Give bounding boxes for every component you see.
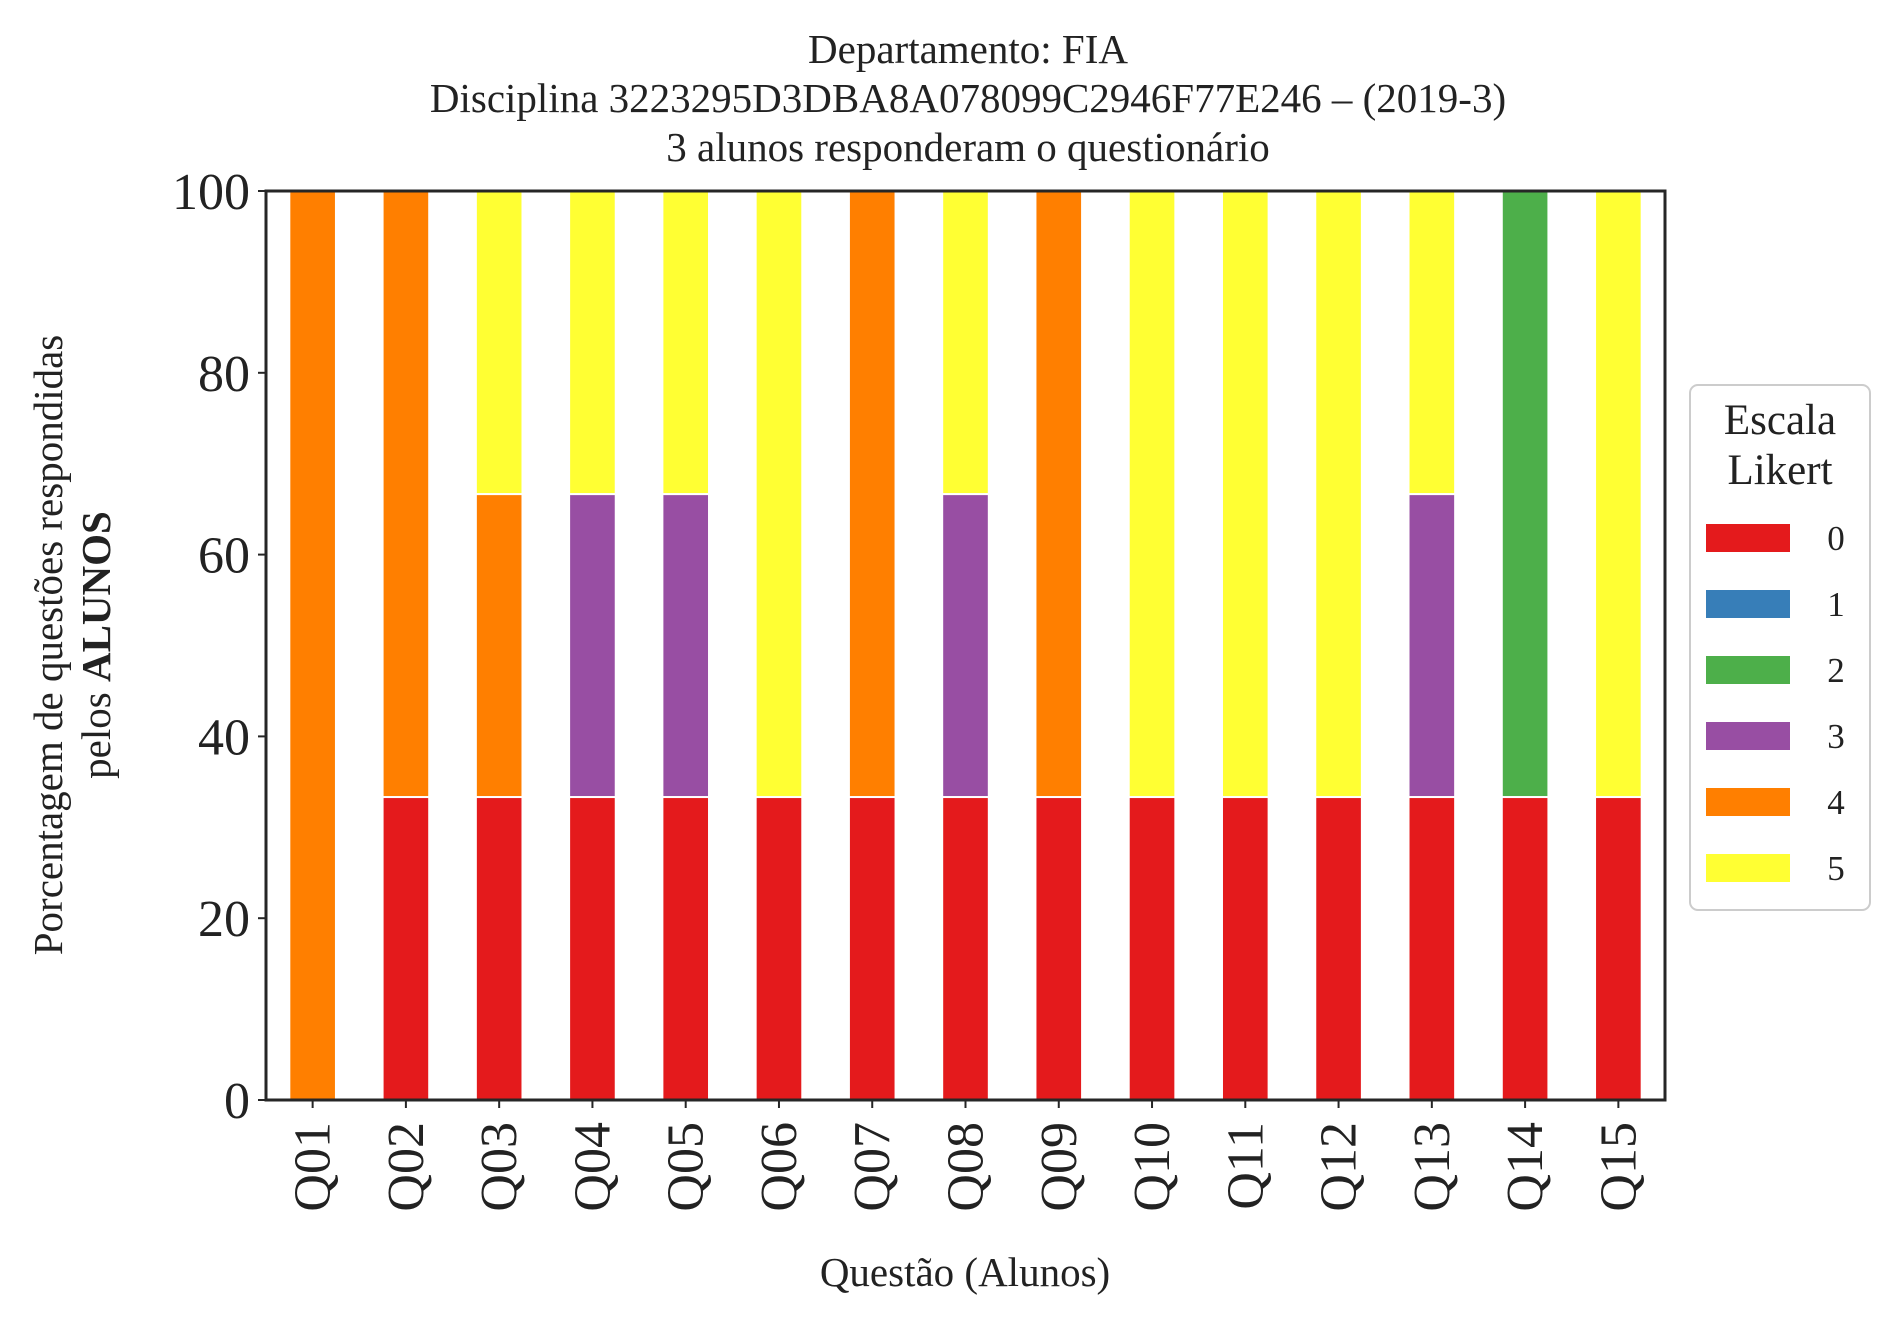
bar-segment-q04-likert-3 <box>568 493 617 799</box>
x-axis-label: Questão (Alunos) <box>820 1249 1110 1295</box>
bar-segment-q11-likert-0 <box>1220 796 1270 1101</box>
legend-label-likert-2: 2 <box>1827 651 1845 690</box>
bar-segment-q14-likert-0 <box>1500 796 1550 1101</box>
bar-segment-q13-likert-5 <box>1407 190 1457 496</box>
x-tick-label: Q06 <box>751 1122 808 1212</box>
bar-segment-q05-likert-5 <box>661 190 711 496</box>
x-tick-label: Q07 <box>844 1122 901 1212</box>
legend-label-likert-4: 4 <box>1827 783 1845 822</box>
bar-segment-q13-likert-0 <box>1407 796 1457 1101</box>
legend-label-likert-5: 5 <box>1827 849 1845 888</box>
y-tick-label: 40 <box>198 709 250 766</box>
bar-segment-q06-likert-5 <box>754 190 804 799</box>
bar-segment-q03-likert-4 <box>474 493 524 799</box>
legend: Escala Likert 0 1 2 3 4 5 <box>1689 384 1871 911</box>
bar-segment-q06-likert-0 <box>754 796 804 1101</box>
legend-label-likert-1: 1 <box>1827 585 1845 624</box>
x-tick-label: Q09 <box>1031 1122 1088 1212</box>
bar-segment-q12-likert-5 <box>1314 190 1363 799</box>
bar-segment-q07-likert-4 <box>847 190 897 799</box>
y-tick-label: 0 <box>224 1073 250 1130</box>
y-axis-label-line-2: pelos ALUNOS <box>73 511 119 779</box>
y-tick-label: 100 <box>172 164 250 221</box>
bar-segment-q12-likert-0 <box>1314 796 1363 1101</box>
x-axis-ticks: Q01 Q02 Q03 Q04 Q05 Q06 Q07 Q08 Q09 Q10 Q11 Q12 Q13 Q… <box>285 1100 1647 1212</box>
x-tick-label: Q14 <box>1497 1122 1554 1212</box>
x-tick-label: Q11 <box>1217 1122 1274 1210</box>
bar-segment-q08-likert-5 <box>941 190 990 496</box>
x-tick-label: Q15 <box>1590 1122 1647 1212</box>
bar-segment-q04-likert-5 <box>568 190 617 496</box>
legend-box <box>1689 384 1871 911</box>
title-line-2: Disciplina 3223295D3DBA8A078099C2946F77E… <box>430 75 1506 121</box>
x-tick-label: Q12 <box>1311 1122 1368 1212</box>
legend-title-line-2: Likert <box>1727 447 1832 494</box>
bars-layer <box>288 190 1643 1101</box>
x-tick-label: Q04 <box>564 1122 621 1212</box>
x-tick-label: Q05 <box>658 1122 715 1212</box>
bar-segment-q09-likert-0 <box>1034 796 1084 1101</box>
x-tick-label: Q03 <box>471 1122 528 1212</box>
title-line-1: Departamento: FIA <box>808 26 1128 72</box>
x-tick-label: Q02 <box>378 1122 435 1212</box>
plot-frame <box>264 189 1667 1102</box>
chart-title: Departamento: FIA Disciplina 3223295D3DB… <box>430 26 1506 170</box>
bar-segment-q15-likert-5 <box>1594 190 1643 799</box>
y-tick-label: 60 <box>198 528 250 585</box>
legend-swatch-likert-0 <box>1706 524 1790 552</box>
x-tick-label: Q08 <box>938 1122 995 1212</box>
x-tick-label: Q01 <box>285 1122 342 1212</box>
legend-swatch-likert-2 <box>1706 656 1790 684</box>
legend-title-line-1: Escala <box>1724 397 1836 444</box>
bar-segment-q01-likert-4 <box>288 190 337 1101</box>
bar-segment-q14-likert-2 <box>1500 190 1550 799</box>
bar-segment-q11-likert-5 <box>1220 190 1270 799</box>
y-axis-ticks: 0 20 40 60 80 100 <box>172 164 266 1130</box>
bar-segment-q10-likert-5 <box>1127 190 1177 799</box>
bar-segment-q08-likert-3 <box>941 493 990 799</box>
legend-label-likert-0: 0 <box>1827 519 1845 558</box>
bar-segment-q09-likert-4 <box>1034 190 1084 799</box>
y-tick-label: 20 <box>198 891 250 948</box>
y-axis-label-prefix: pelos <box>73 682 119 779</box>
legend-swatch-likert-1 <box>1706 590 1790 618</box>
y-axis-label-bold: ALUNOS <box>73 511 119 682</box>
bar-segment-q03-likert-5 <box>474 190 524 496</box>
y-tick-label: 80 <box>198 346 250 403</box>
title-line-3: 3 alunos responderam o questionário <box>666 124 1269 170</box>
bar-segment-q05-likert-0 <box>661 796 711 1101</box>
bar-segment-q07-likert-0 <box>847 796 897 1101</box>
bar-segment-q13-likert-3 <box>1407 493 1457 799</box>
bar-segment-q10-likert-0 <box>1127 796 1177 1101</box>
bar-segment-q08-likert-0 <box>941 796 990 1101</box>
bar-segment-q03-likert-0 <box>474 796 524 1101</box>
legend-items: 0 1 2 3 4 5 <box>1706 519 1845 888</box>
y-axis-label: Porcentagem de questões respondidas pelo… <box>25 335 119 956</box>
bar-segment-q15-likert-0 <box>1594 796 1643 1101</box>
bar-segment-q04-likert-0 <box>568 796 617 1101</box>
y-axis-label-line-1: Porcentagem de questões respondidas <box>25 335 71 956</box>
legend-swatch-likert-5 <box>1706 854 1790 882</box>
legend-swatch-likert-3 <box>1706 722 1790 750</box>
bar-segment-q05-likert-3 <box>661 493 711 799</box>
x-tick-label: Q10 <box>1124 1122 1181 1212</box>
legend-swatch-likert-4 <box>1706 788 1790 816</box>
legend-label-likert-3: 3 <box>1827 717 1845 756</box>
x-tick-label: Q13 <box>1404 1122 1461 1212</box>
bar-segment-q02-likert-4 <box>381 190 431 799</box>
bar-segment-q02-likert-0 <box>381 796 431 1101</box>
